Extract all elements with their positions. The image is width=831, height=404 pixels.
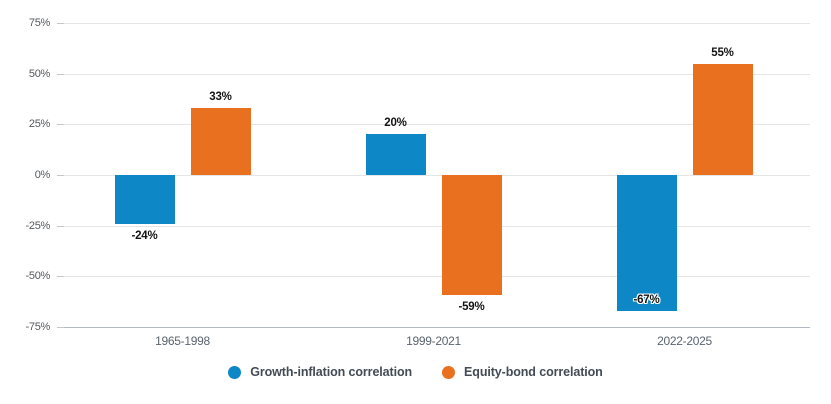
axis-tick — [57, 225, 64, 227]
axis-tick — [57, 175, 64, 176]
y-axis-tick-label: 75% — [28, 17, 50, 29]
axis-tick — [57, 73, 64, 75]
y-axis-tick-label: -25% — [25, 219, 51, 232]
legend: Growth-inflation correlation Equity-bond … — [0, 358, 831, 386]
legend-dot-equity-bond-correlation — [442, 365, 456, 379]
data-label-equity-bond-correlation-1999-2021: -59% — [458, 300, 485, 313]
y-axis-tick-label: 25% — [28, 118, 50, 131]
bar-growth-inflation-correlation-2022-2025 — [616, 175, 677, 311]
gridline-0 — [57, 175, 810, 176]
axis-tick — [57, 23, 64, 24]
data-label-growth-inflation-correlation-1999-2021: 20% — [384, 117, 407, 130]
y-axis-tick-label: -75% — [25, 321, 51, 333]
gridline-50 — [57, 73, 810, 75]
gridline-25 — [57, 124, 810, 126]
data-label-growth-inflation-correlation-1965-1998: -24% — [131, 229, 158, 242]
gridline--50 — [57, 276, 810, 278]
gridline-75 — [57, 23, 810, 24]
bar-growth-inflation-correlation-1999-2021 — [365, 134, 426, 175]
legend-item-growth-inflation-correlation: Growth-inflation correlation — [228, 365, 412, 380]
y-axis-tick-label: 50% — [28, 67, 50, 80]
axis-tick — [57, 124, 64, 126]
y-axis-tick-label: 0% — [34, 169, 51, 181]
data-label-equity-bond-correlation-2022-2025: 55% — [711, 46, 734, 59]
legend-label-equity-bond-correlation: Equity-bond correlation — [464, 364, 603, 379]
category-label-2022-2025: 2022-2025 — [657, 334, 712, 348]
category-label-1999-2021: 1999-2021 — [406, 334, 461, 348]
axis-tick — [57, 276, 64, 278]
category-label-1965-1998: 1965-1998 — [155, 334, 210, 348]
data-label-growth-inflation-correlation-2022-2025: -67% — [633, 293, 660, 306]
gridline--25 — [57, 225, 810, 227]
legend-label-growth-inflation-correlation: Growth-inflation correlation — [250, 364, 413, 379]
y-axis-tick-label: -50% — [25, 270, 51, 283]
bar-growth-inflation-correlation-1965-1998 — [114, 175, 175, 224]
legend-item-equity-bond-correlation: Equity-bond correlation — [442, 365, 603, 380]
legend-dot-growth-inflation-correlation — [228, 365, 242, 379]
bar-equity-bond-correlation-2022-2025 — [692, 63, 753, 175]
data-label-equity-bond-correlation-1965-1998: 33% — [209, 91, 232, 104]
axis-tick — [57, 327, 64, 328]
bar-equity-bond-correlation-1965-1998 — [190, 108, 251, 175]
gridline--75 — [57, 327, 810, 328]
bar-equity-bond-correlation-1999-2021 — [441, 175, 502, 295]
